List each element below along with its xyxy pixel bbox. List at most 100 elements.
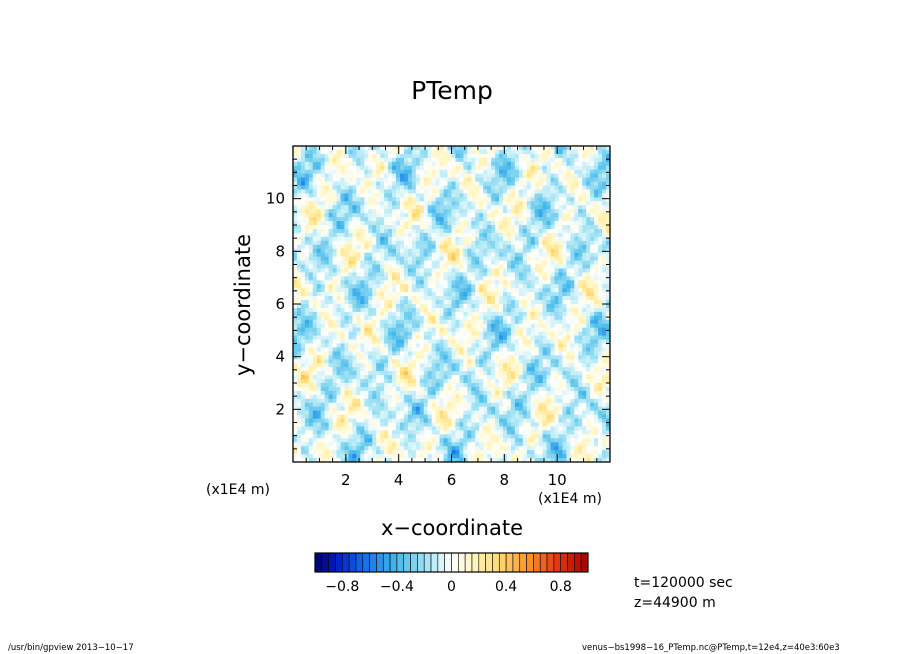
heatmap-cell bbox=[471, 264, 476, 269]
heatmap-cell bbox=[534, 438, 540, 443]
heatmap-cell bbox=[336, 228, 342, 234]
heatmap-cell bbox=[526, 205, 532, 210]
heatmap-cell bbox=[336, 236, 342, 242]
heatmap-cell bbox=[332, 268, 338, 273]
heatmap-cell bbox=[328, 438, 334, 443]
heatmap-cell bbox=[399, 201, 405, 206]
heatmap-cell bbox=[491, 402, 496, 408]
heatmap-cell bbox=[316, 221, 322, 226]
heatmap-cell bbox=[443, 394, 449, 400]
heatmap-cell bbox=[304, 351, 310, 356]
heatmap-cell bbox=[348, 189, 353, 194]
heatmap-cell bbox=[348, 280, 353, 285]
heatmap-cell bbox=[534, 311, 540, 317]
heatmap-cell bbox=[332, 260, 338, 265]
heatmap-cell bbox=[463, 390, 468, 396]
heatmap-cell bbox=[372, 169, 377, 175]
heatmap-cell bbox=[499, 225, 504, 230]
heatmap-cell bbox=[320, 375, 326, 380]
heatmap-cell bbox=[296, 153, 302, 159]
heatmap-cell bbox=[344, 450, 349, 455]
heatmap-cell bbox=[455, 307, 460, 313]
heatmap-cell bbox=[534, 169, 540, 175]
heatmap-cell bbox=[483, 394, 488, 400]
heatmap-cell bbox=[447, 335, 452, 341]
heatmap-cell bbox=[435, 284, 441, 289]
heatmap-cell bbox=[388, 236, 393, 242]
heatmap-cell bbox=[530, 383, 536, 388]
heatmap-cell bbox=[304, 446, 310, 451]
heatmap-cell bbox=[340, 205, 346, 210]
heatmap-cell bbox=[340, 351, 346, 356]
heatmap-cell bbox=[352, 284, 357, 289]
heatmap-cell bbox=[443, 193, 449, 198]
heatmap-cell bbox=[360, 288, 365, 293]
heatmap-cell bbox=[467, 189, 472, 194]
heatmap-cell bbox=[530, 410, 536, 416]
heatmap-cell bbox=[443, 315, 449, 321]
heatmap-cell bbox=[332, 394, 338, 400]
heatmap-cell bbox=[447, 367, 452, 372]
heatmap-cell bbox=[530, 264, 536, 269]
heatmap-cell bbox=[411, 327, 417, 333]
heatmap-cell bbox=[487, 232, 492, 238]
heatmap-cell bbox=[467, 442, 472, 447]
heatmap-cell bbox=[332, 276, 338, 281]
heatmap-cell bbox=[506, 371, 512, 376]
heatmap-cell bbox=[403, 327, 409, 333]
heatmap-cell bbox=[384, 252, 389, 258]
heatmap-cell bbox=[463, 398, 468, 404]
heatmap-cell bbox=[471, 323, 476, 329]
heatmap-cell bbox=[518, 319, 524, 325]
heatmap-cell bbox=[475, 390, 480, 396]
heatmap-cell bbox=[455, 331, 460, 337]
heatmap-cell bbox=[336, 217, 342, 222]
heatmap-cell bbox=[388, 300, 393, 305]
heatmap-cell bbox=[392, 225, 397, 230]
heatmap-cell bbox=[364, 288, 369, 293]
heatmap-cell bbox=[399, 351, 405, 356]
heatmap-cell bbox=[439, 288, 445, 293]
heatmap-cell bbox=[328, 217, 334, 222]
heatmap-cell bbox=[487, 379, 492, 384]
heatmap-cell bbox=[427, 157, 433, 163]
heatmap-cell bbox=[388, 252, 393, 258]
heatmap-cell bbox=[399, 284, 405, 289]
heatmap-cell bbox=[411, 189, 417, 194]
heatmap-cell bbox=[411, 434, 417, 439]
heatmap-cell bbox=[312, 402, 318, 408]
heatmap-cell bbox=[439, 386, 445, 392]
heatmap-cell bbox=[435, 260, 441, 265]
heatmap-cell bbox=[491, 225, 496, 230]
heatmap-cell bbox=[392, 244, 397, 250]
heatmap-cell bbox=[447, 406, 452, 412]
heatmap-cell bbox=[506, 398, 512, 404]
heatmap-cell bbox=[324, 213, 330, 218]
heatmap-cell bbox=[503, 177, 508, 183]
heatmap-cell bbox=[407, 383, 413, 388]
heatmap-cell bbox=[324, 398, 330, 404]
heatmap-cell bbox=[443, 169, 449, 175]
heatmap-cell bbox=[415, 406, 421, 412]
heatmap-cell bbox=[399, 221, 405, 226]
heatmap-cell bbox=[530, 146, 536, 151]
heatmap-cell bbox=[336, 379, 342, 384]
heatmap-cell bbox=[332, 458, 338, 463]
heatmap-cell bbox=[423, 153, 429, 159]
heatmap-cell bbox=[312, 173, 318, 179]
heatmap-cell bbox=[463, 355, 468, 360]
heatmap-cell bbox=[439, 347, 445, 352]
heatmap-cell bbox=[360, 454, 365, 459]
heatmap-cell bbox=[340, 410, 346, 416]
heatmap-cell bbox=[514, 177, 520, 183]
heatmap-cell bbox=[530, 209, 536, 214]
heatmap-cell bbox=[308, 185, 314, 190]
heatmap-cell bbox=[388, 228, 393, 234]
heatmap-cell bbox=[352, 394, 357, 400]
heatmap-cell bbox=[324, 446, 330, 451]
heatmap-cell bbox=[312, 446, 318, 451]
heatmap-cell bbox=[316, 181, 322, 186]
heatmap-cell bbox=[495, 414, 500, 420]
heatmap-cell bbox=[522, 383, 528, 388]
heatmap-cell bbox=[510, 339, 516, 344]
